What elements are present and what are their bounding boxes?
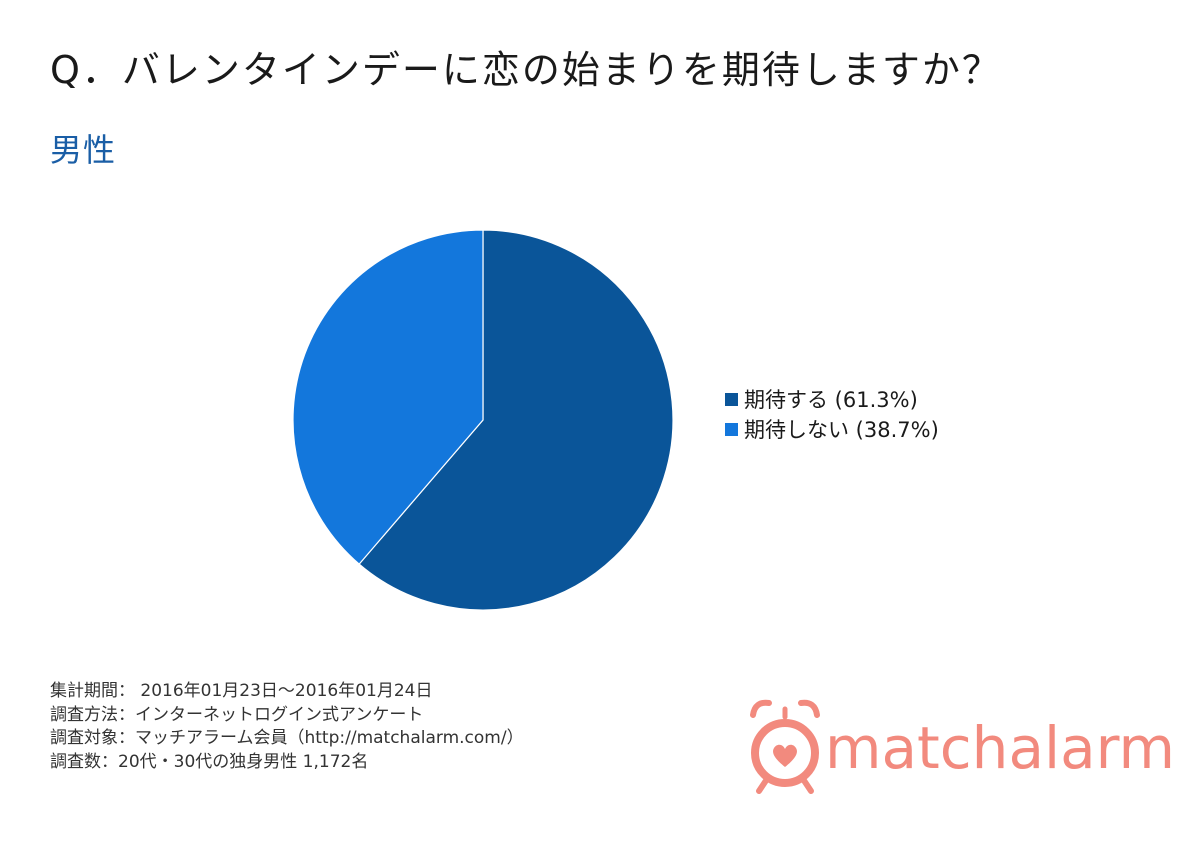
survey-footnotes: 集計期間： 2016年01月23日～2016年01月24日 調査方法：インターネ…	[50, 680, 524, 774]
legend-item-not-expect: 期待しない (38.7%)	[725, 414, 939, 444]
segment-label: 男性	[50, 131, 117, 169]
legend-item-expect: 期待する (61.3%)	[725, 384, 939, 414]
legend-swatch-expect	[725, 392, 738, 406]
pie-slice-expect	[358, 229, 674, 611]
footnote-period: 集計期間： 2016年01月23日～2016年01月24日	[50, 681, 433, 701]
pie-slices	[292, 229, 674, 611]
legend-label-not-expect: 期待しない (38.7%)	[744, 418, 939, 442]
alarm-clock-heart-icon	[750, 699, 820, 794]
legend-swatch-not-expect	[725, 422, 738, 436]
chart-legend: 期待する (61.3%) 期待しない (38.7%)	[725, 384, 939, 444]
brand-name-part-alarm: alarm	[1008, 714, 1175, 782]
legend-label-expect: 期待する (61.3%)	[744, 388, 918, 412]
footnote-count: 調査数：20代・30代の独身男性 1,172名	[50, 751, 369, 772]
brand-name: matchalarm	[825, 713, 1175, 783]
pie-slice-not-expect	[292, 229, 484, 565]
footnote-target: 調査対象：マッチアラーム会員（http://matchalarm.com/）	[50, 728, 524, 748]
question-title: Q．バレンタインデーに恋の始まりを期待しますか？	[50, 48, 1002, 92]
brand-logo: matchalarm	[745, 695, 1175, 805]
footnote-method: 調査方法：インターネットログイン式アンケート	[50, 704, 424, 725]
brand-name-part-match: match	[825, 714, 1009, 782]
